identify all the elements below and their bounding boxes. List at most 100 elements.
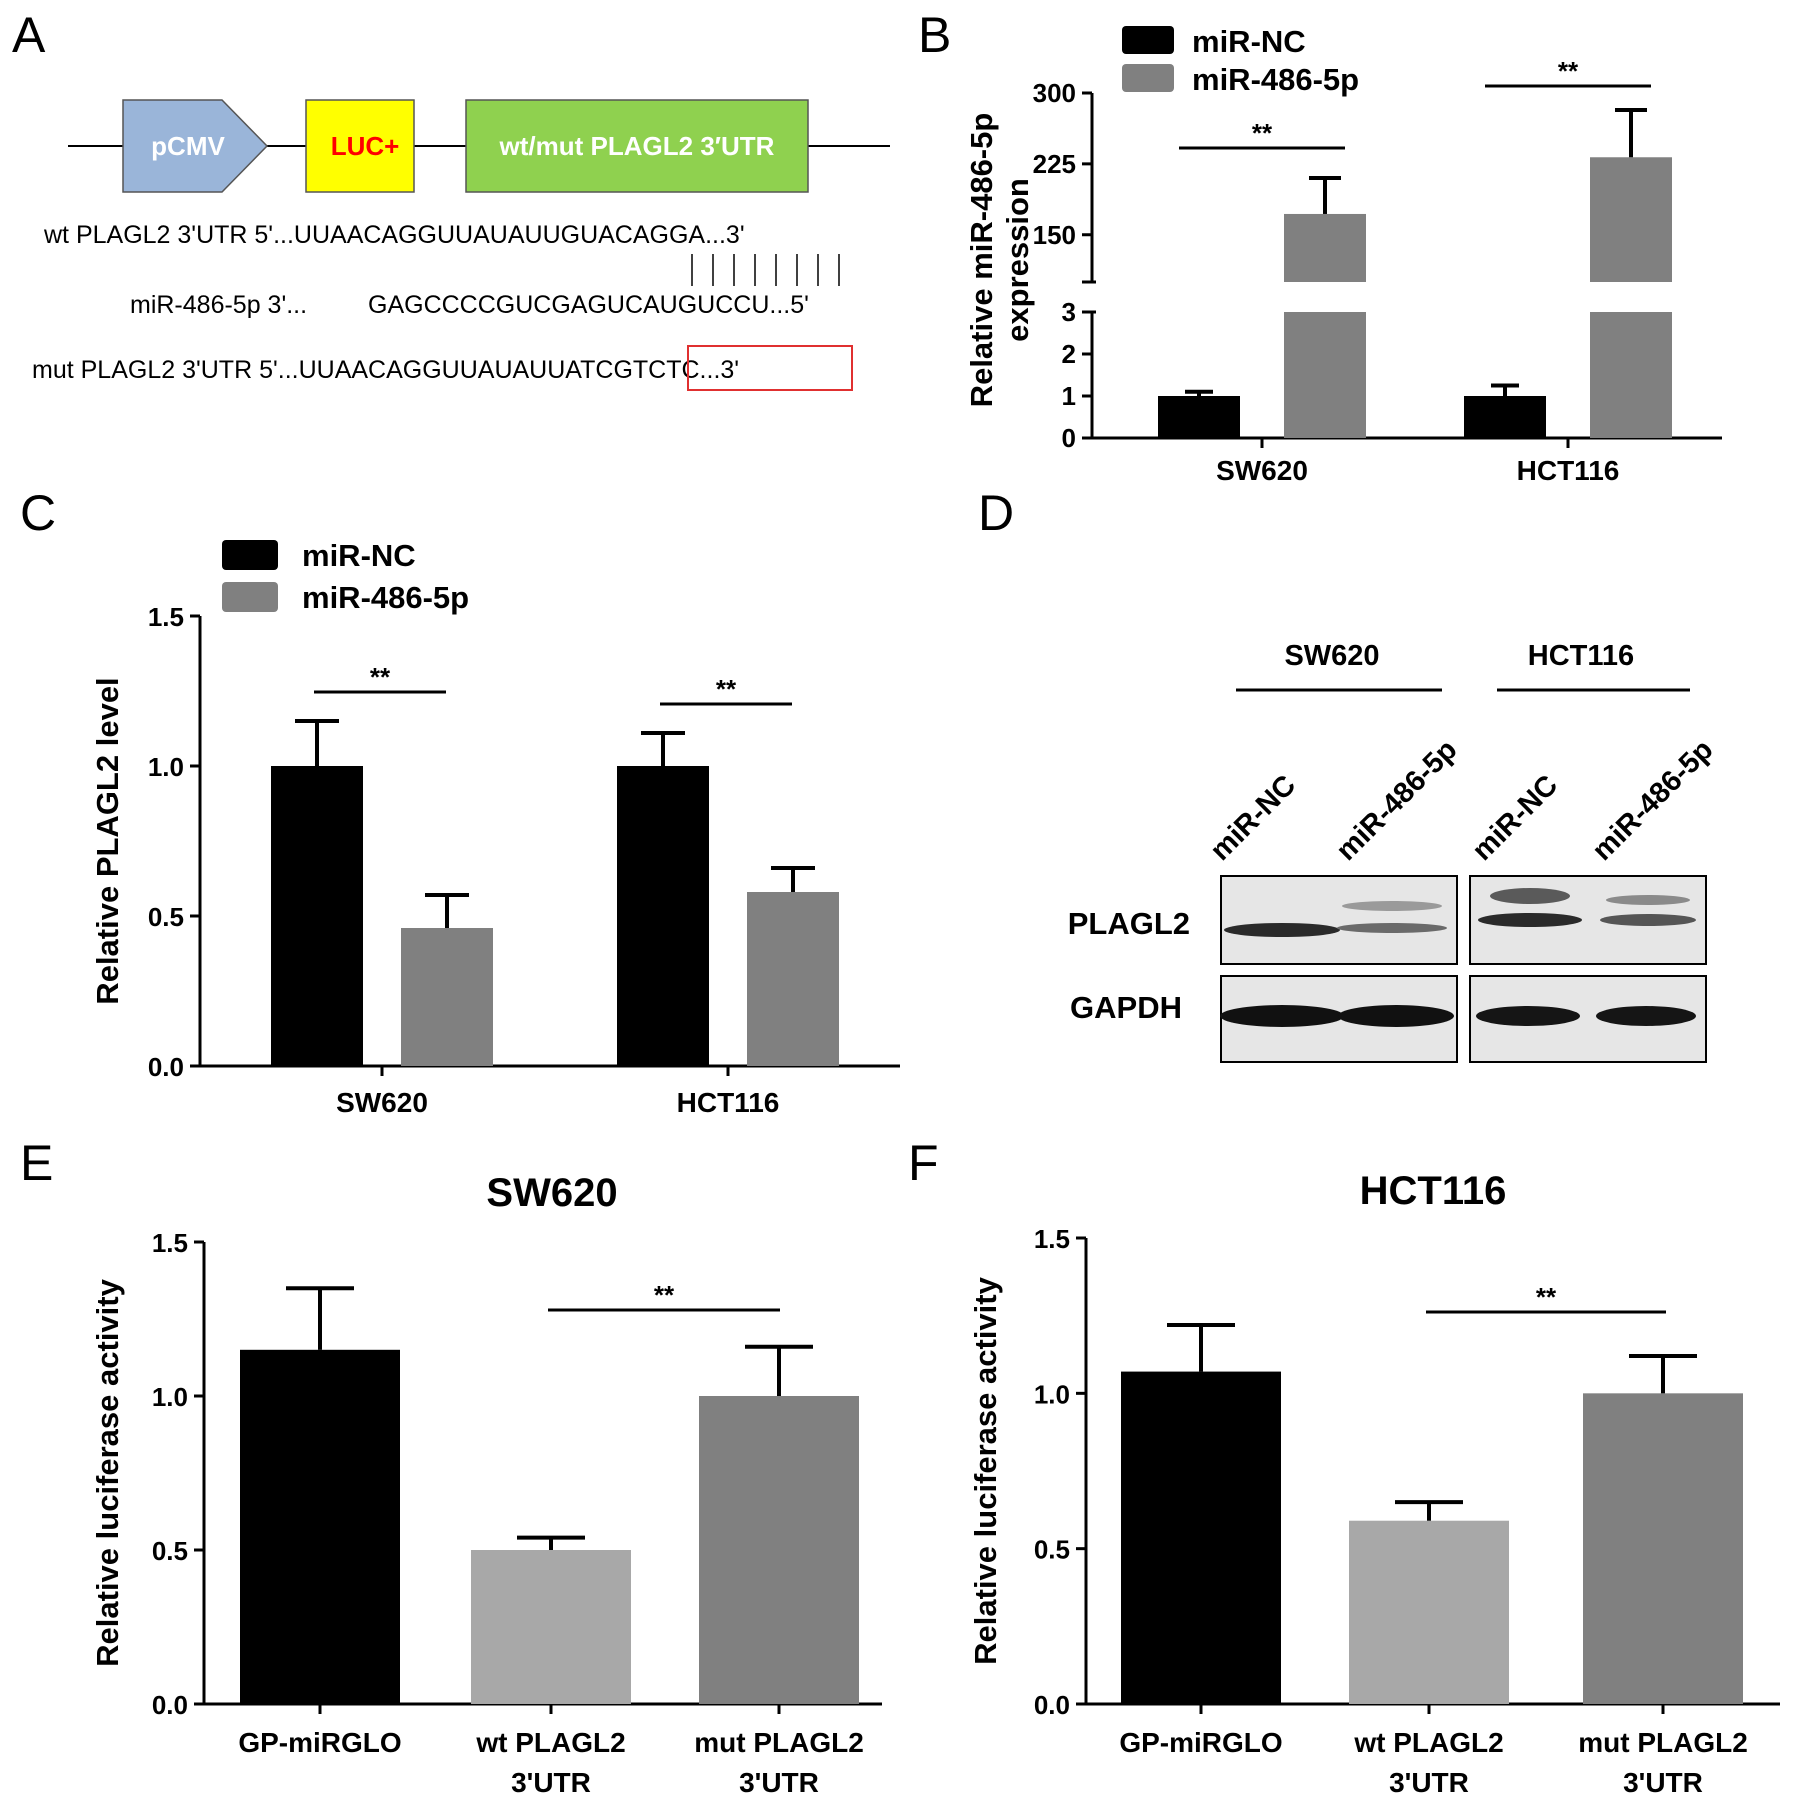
y-tick-label: 1.0 — [1034, 1379, 1070, 1409]
wt-utr-label: wt PLAGL2 3'UTR 5'...UUAACAGGUUAUAUUGUAC… — [43, 221, 745, 249]
x-category-label: mut PLAGL2 — [694, 1727, 864, 1758]
y-axis-label: Relative luciferase activity — [968, 1276, 1003, 1664]
significance-label: ** — [1252, 118, 1273, 148]
bar — [240, 1349, 400, 1704]
bar-mir-nc — [617, 766, 709, 1066]
luc-box — [305, 99, 415, 193]
bar-mir-486 — [747, 892, 839, 1066]
y-tick-label: 1.5 — [1034, 1224, 1070, 1254]
wb-band — [1596, 1006, 1696, 1026]
legend-swatch-mir-nc — [222, 540, 278, 570]
legend-label: miR-486-5p — [302, 580, 469, 615]
y-tick-label: 225 — [1033, 149, 1076, 179]
y-axis-label-line: Relative miR-486-5p — [964, 113, 999, 408]
wb-band — [1224, 923, 1340, 937]
y-axis-label: Relative miR-486-5pexpression — [964, 113, 1035, 408]
panel-d: D SW620 HCT116 miR-NC miR-486-5p miR-NC … — [978, 485, 1719, 1063]
x-category-label: SW620 — [336, 1087, 428, 1118]
bar-mir-nc — [1464, 396, 1546, 438]
wb-band — [1478, 913, 1582, 927]
panel-a: A pCMV LUC+ wt/mut PLAGL2 3′UTR wt PLAGL… — [12, 7, 890, 391]
bar-mir-486 — [401, 928, 493, 1066]
mir-label: miR-486-5p 3'... — [130, 291, 307, 319]
chart-title: HCT116 — [1360, 1169, 1507, 1213]
panel-letter-a: A — [12, 7, 46, 63]
x-category-label: SW620 — [1216, 455, 1308, 486]
panel-e: E 0.0 0.5 1.0 1.5 Relative luciferase activi… — [20, 1135, 882, 1798]
bar-mir-486-upper — [1590, 157, 1672, 282]
panel-b: B 0 1 2 3 150 225 300 Relative miR-486-5pexpres… — [918, 7, 1722, 486]
wb-lane-label: miR-486-5p — [1330, 734, 1463, 867]
panel-letter-d: D — [978, 485, 1014, 541]
wb-band — [1606, 895, 1690, 905]
significance-label: ** — [716, 674, 737, 704]
y-tick-label: 0.0 — [148, 1052, 184, 1082]
wb-blot-plagl2-sw620 — [1220, 875, 1458, 965]
wb-row-label-plagl2: PLAGL2 — [1068, 906, 1190, 941]
wb-lane-label: miR-NC — [1466, 769, 1564, 867]
x-category-label: HCT116 — [1517, 455, 1620, 486]
y-tick-label: 1.5 — [148, 602, 184, 632]
wb-lane-label: miR-486-5p — [1586, 734, 1719, 867]
y-tick-label: 3 — [1062, 297, 1076, 327]
y-tick-label: 0.5 — [148, 902, 184, 932]
y-axis-label: Relative luciferase activity — [90, 1278, 125, 1666]
pcmv-promoter-arrow — [122, 99, 269, 193]
bar — [1349, 1520, 1509, 1704]
mutated-site-box — [687, 345, 853, 391]
y-tick-label: 2 — [1062, 339, 1076, 369]
bar-mir-nc — [271, 766, 363, 1066]
x-category-label: GP-miRGLO — [238, 1727, 401, 1758]
x-category-label: HCT116 — [677, 1087, 780, 1118]
y-axis-label: Relative PLAGL2 level — [90, 677, 125, 1004]
utr-box — [465, 99, 809, 193]
significance-label: ** — [370, 662, 391, 692]
legend-swatch-mir-nc — [1122, 26, 1174, 54]
wb-band — [1342, 901, 1442, 911]
panel-letter-e: E — [20, 1135, 53, 1191]
wb-band — [1337, 923, 1447, 933]
x-category-label: 3'UTR — [1389, 1767, 1469, 1798]
y-tick-label: 0.5 — [1034, 1535, 1070, 1565]
bar — [1121, 1371, 1281, 1704]
wb-lane-label: miR-NC — [1204, 769, 1302, 867]
x-category-label: wt PLAGL2 — [1353, 1727, 1503, 1758]
bar — [1583, 1393, 1743, 1704]
bar-mir-486-upper — [1284, 213, 1366, 282]
bar-mir-486-lower — [1284, 312, 1366, 438]
panel-c: C 0.0 0.5 1.0 1.5 Relative PLAGL2 level SW620… — [20, 485, 900, 1118]
chart-title: SW620 — [486, 1171, 617, 1215]
mir-sequence: GAGCCCCGUCGAGUCAUGUCCU...5' — [368, 291, 809, 319]
wb-band — [1476, 1006, 1580, 1026]
y-tick-label: 0 — [1062, 423, 1076, 453]
significance-label: ** — [654, 1280, 675, 1310]
wb-group-label-sw620: SW620 — [1284, 640, 1379, 672]
legend-swatch-mir-486 — [222, 582, 278, 612]
bar — [471, 1550, 631, 1704]
wb-band — [1220, 1005, 1344, 1027]
pcmv-label: pCMV — [151, 131, 225, 161]
y-tick-label: 1.0 — [152, 1382, 188, 1412]
x-category-label: wt PLAGL2 — [475, 1727, 625, 1758]
wb-group-label-hct116: HCT116 — [1528, 640, 1634, 672]
x-category-label: 3'UTR — [739, 1767, 819, 1798]
y-tick-label: 300 — [1033, 78, 1076, 108]
legend-label: miR-NC — [1192, 24, 1306, 59]
bar — [699, 1396, 859, 1704]
wb-band — [1490, 888, 1570, 904]
utr-label: wt/mut PLAGL2 3′UTR — [499, 131, 775, 161]
legend-label: miR-486-5p — [1192, 62, 1359, 97]
y-tick-label: 1.0 — [148, 752, 184, 782]
panel-letter-f: F — [908, 1135, 939, 1191]
bar-mir-nc — [1158, 396, 1240, 438]
wb-band — [1338, 1005, 1454, 1027]
y-axis-label-line: expression — [1000, 178, 1035, 342]
panel-letter-b: B — [918, 7, 951, 63]
x-category-label: GP-miRGLO — [1119, 1727, 1282, 1758]
mut-utr-label: mut PLAGL2 3'UTR 5'...UUAACAGGUUAUAUUATC… — [32, 356, 739, 384]
wb-band — [1600, 914, 1696, 926]
panel-f: F 0.0 0.5 1.0 1.5 Relative luciferase activi… — [908, 1135, 1780, 1798]
y-tick-label: 1 — [1062, 381, 1076, 411]
panel-letter-c: C — [20, 485, 56, 541]
